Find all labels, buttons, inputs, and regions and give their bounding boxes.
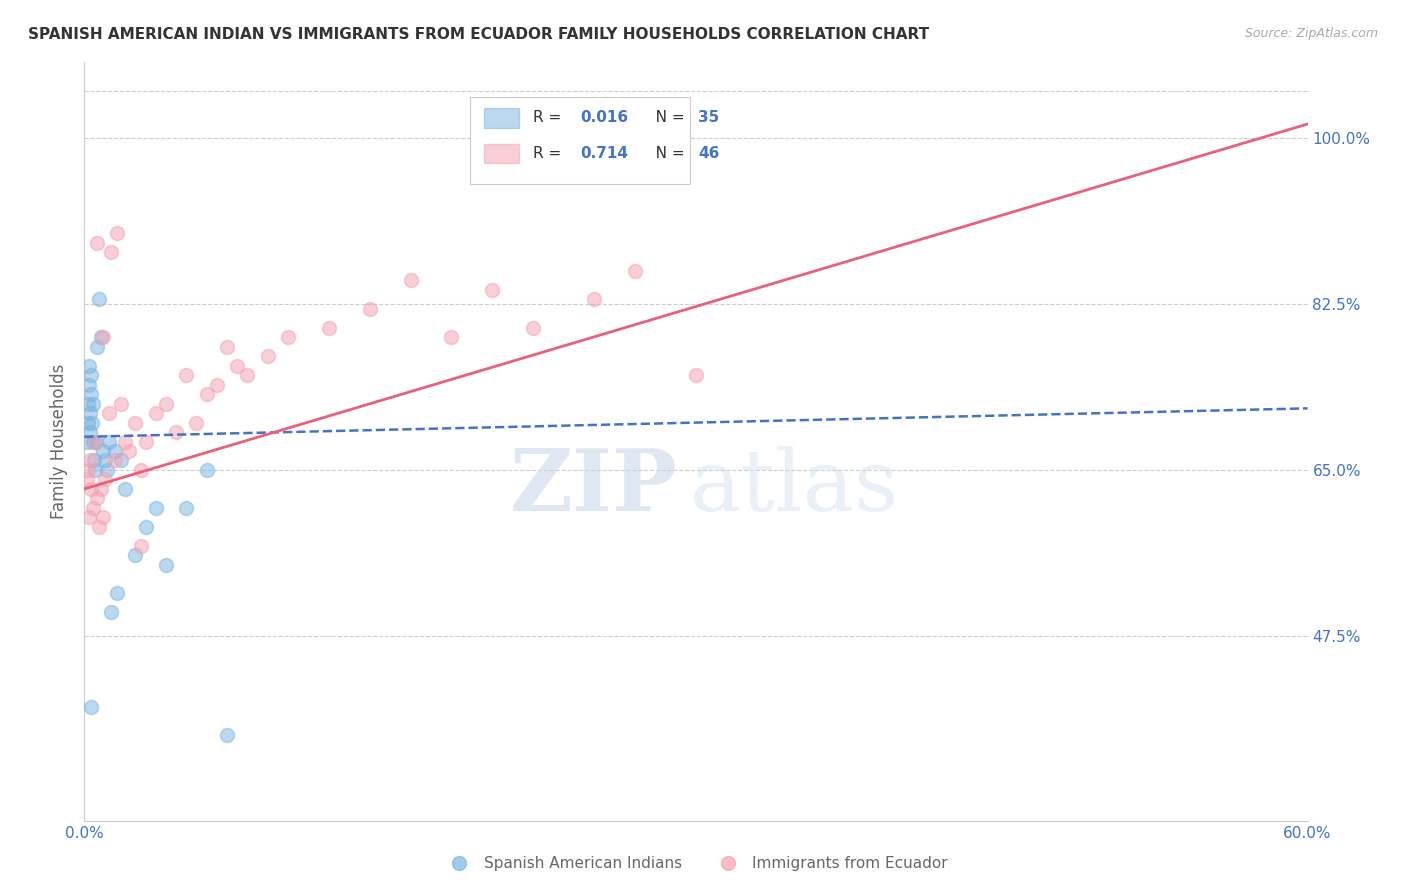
Point	[86, 340, 108, 354]
Point	[79, 510, 101, 524]
Point	[318, 321, 340, 335]
Point	[257, 349, 280, 363]
Point	[114, 482, 136, 496]
Point	[82, 396, 104, 410]
Point	[124, 548, 146, 563]
Point	[131, 463, 153, 477]
Text: 0.016: 0.016	[579, 111, 628, 125]
Text: 46: 46	[699, 146, 720, 161]
Point	[174, 500, 197, 515]
FancyBboxPatch shape	[484, 144, 519, 163]
Text: atlas: atlas	[690, 445, 898, 529]
Point	[195, 387, 218, 401]
Point	[96, 463, 118, 477]
Point	[91, 330, 114, 344]
Point	[80, 368, 103, 383]
Text: N =: N =	[641, 111, 689, 125]
Point	[277, 330, 299, 344]
Point	[97, 406, 120, 420]
Point	[135, 520, 157, 534]
Point	[135, 434, 157, 449]
Point	[145, 500, 167, 515]
Point	[76, 473, 98, 487]
Point	[77, 416, 100, 430]
Point	[84, 434, 107, 449]
Point	[110, 396, 132, 410]
Legend: Spanish American Indians, Immigrants from Ecuador: Spanish American Indians, Immigrants fro…	[439, 850, 953, 878]
Point	[86, 235, 108, 250]
Point	[217, 728, 239, 742]
Point	[97, 434, 120, 449]
Point	[440, 330, 463, 344]
Point	[226, 359, 249, 373]
Point	[87, 520, 110, 534]
Text: R =: R =	[533, 146, 567, 161]
Point	[83, 434, 105, 449]
Point	[93, 453, 115, 467]
Point	[90, 482, 112, 496]
FancyBboxPatch shape	[470, 96, 690, 184]
Point	[76, 434, 98, 449]
Point	[110, 453, 132, 467]
Point	[83, 463, 105, 477]
Point	[105, 226, 128, 240]
Point	[217, 340, 239, 354]
Point	[155, 558, 177, 572]
Point	[90, 330, 112, 344]
Point	[195, 463, 218, 477]
Point	[100, 605, 122, 619]
Point	[91, 444, 114, 458]
Point	[79, 406, 101, 420]
Point	[93, 473, 115, 487]
Point	[114, 434, 136, 449]
Text: R =: R =	[533, 111, 567, 125]
Point	[100, 244, 122, 259]
Point	[105, 586, 128, 600]
Point	[91, 510, 114, 524]
Point	[79, 425, 101, 439]
Point	[77, 377, 100, 392]
Point	[118, 444, 141, 458]
Text: Source: ZipAtlas.com: Source: ZipAtlas.com	[1244, 27, 1378, 40]
Text: SPANISH AMERICAN INDIAN VS IMMIGRANTS FROM ECUADOR FAMILY HOUSEHOLDS CORRELATION: SPANISH AMERICAN INDIAN VS IMMIGRANTS FR…	[28, 27, 929, 42]
Point	[80, 387, 103, 401]
Point	[82, 416, 104, 430]
Point	[481, 283, 503, 297]
Text: 0.714: 0.714	[579, 146, 627, 161]
Point	[77, 396, 100, 410]
Point	[83, 453, 105, 467]
Point	[359, 301, 381, 316]
Point	[104, 444, 127, 458]
Point	[165, 425, 187, 439]
Point	[145, 406, 167, 420]
Point	[186, 416, 208, 430]
Text: 35: 35	[699, 111, 720, 125]
Point	[583, 293, 606, 307]
Point	[80, 482, 103, 496]
Point	[82, 500, 104, 515]
Point	[87, 293, 110, 307]
FancyBboxPatch shape	[484, 108, 519, 128]
Point	[124, 416, 146, 430]
Point	[79, 453, 101, 467]
Point	[82, 434, 104, 449]
Text: ZIP: ZIP	[510, 445, 678, 529]
Point	[104, 453, 127, 467]
Point	[205, 377, 228, 392]
Point	[399, 273, 422, 287]
Text: N =: N =	[641, 146, 689, 161]
Point	[86, 491, 108, 506]
Point	[624, 264, 647, 278]
Point	[174, 368, 197, 383]
Point	[155, 396, 177, 410]
Point	[236, 368, 259, 383]
Point	[522, 321, 544, 335]
Point	[685, 368, 707, 383]
Point	[77, 463, 100, 477]
Point	[80, 700, 103, 714]
Point	[131, 539, 153, 553]
Point	[79, 359, 101, 373]
Y-axis label: Family Households: Family Households	[51, 364, 69, 519]
